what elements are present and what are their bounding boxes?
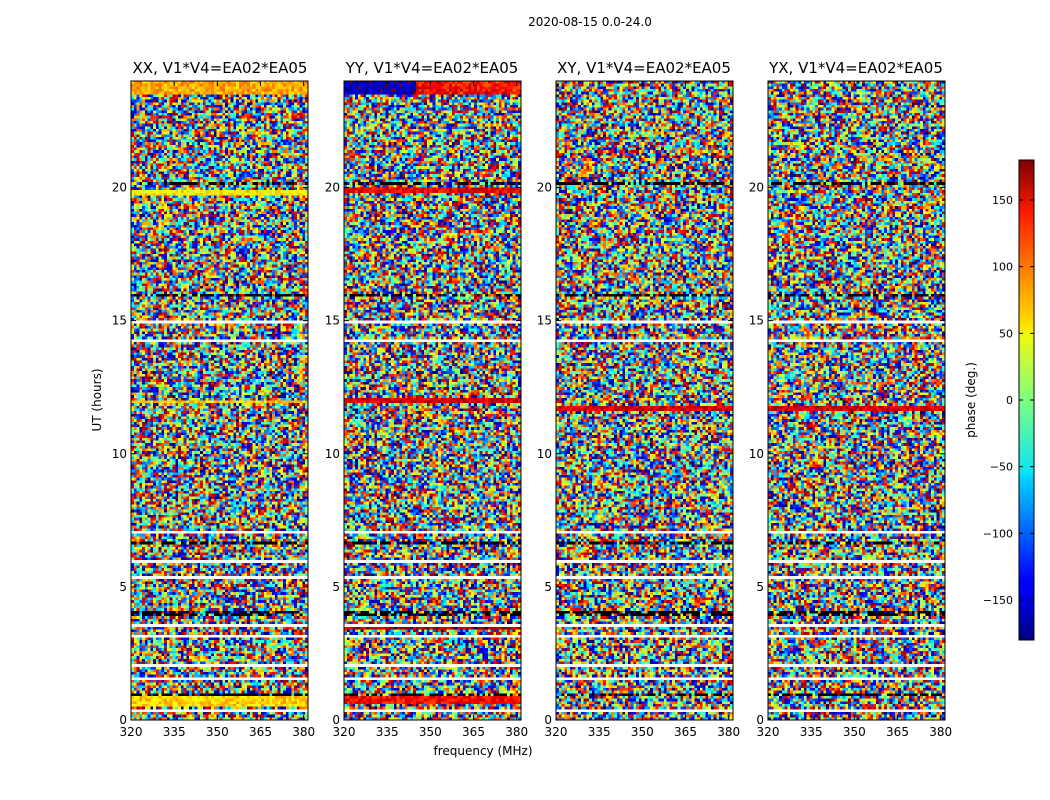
x-tick-label-yx-350: 350: [843, 725, 866, 739]
colorbar-tick-label-0: 150: [992, 194, 1013, 207]
colorbar-tick-label-5: −100: [983, 527, 1013, 540]
panel-frame-yx: [767, 80, 946, 721]
y-tick-label-yx-0: 0: [756, 713, 764, 727]
x-tick-label-xy-350: 350: [631, 725, 654, 739]
colorbar-tick-label-2: 50: [999, 327, 1013, 340]
colorbar-tick-label-4: −50: [990, 461, 1013, 474]
x-tick-label-yy-365: 365: [462, 725, 485, 739]
y-tick-label-yy-10: 10: [325, 447, 340, 461]
y-tick-label-xx-10: 10: [112, 447, 127, 461]
panel-frame-xy: [555, 80, 734, 721]
colorbar: phase (deg.) 150 100 50 0 −50 −100 −150: [964, 159, 1035, 641]
panel-title-xx: XX, V1*V4=EA02*EA05: [133, 59, 308, 77]
x-tick-label-yx-335: 335: [800, 725, 823, 739]
y-tick-label-yx-5: 5: [756, 580, 764, 594]
panel-xx: XX, V1*V4=EA02*EA05 320 335 350 365 380 0 5 10 1…: [112, 59, 315, 739]
heatmap-image-xx: [131, 81, 308, 720]
x-tick-label-xx-320: 320: [120, 725, 143, 739]
panel-frame-yy: [343, 80, 522, 721]
x-tick-label-xy-380: 380: [717, 725, 740, 739]
heatmap-image-xy: [556, 81, 733, 720]
x-tick-label-xx-335: 335: [163, 725, 186, 739]
y-tick-label-yx-20: 20: [749, 181, 764, 195]
y-tick-label-xy-15: 15: [537, 314, 552, 328]
y-tick-label-yx-15: 15: [749, 314, 764, 328]
x-tick-label-yy-380: 380: [505, 725, 528, 739]
y-tick-label-yy-15: 15: [325, 314, 340, 328]
y-tick-label-xy-0: 0: [544, 713, 552, 727]
x-tick-label-xy-320: 320: [545, 725, 568, 739]
x-tick-label-yy-350: 350: [419, 725, 442, 739]
panel-frame-xx: [130, 80, 309, 721]
panel-title-yy: YY, V1*V4=EA02*EA05: [345, 59, 519, 77]
y-tick-label-yy-5: 5: [332, 580, 340, 594]
y-tick-label-xy-10: 10: [537, 447, 552, 461]
x-tick-label-yx-365: 365: [886, 725, 909, 739]
colorbar-tick-label-6: −150: [983, 594, 1013, 607]
colorbar-tick-label-3: 0: [1006, 394, 1013, 407]
panel-yx: YX, V1*V4=EA02*EA05 320 335 350 365 380 0 5 10 1…: [749, 59, 952, 739]
x-tick-label-xx-365: 365: [249, 725, 272, 739]
x-tick-label-yy-335: 335: [376, 725, 399, 739]
y-axis-label: UT (hours): [90, 368, 104, 431]
x-tick-label-yy-320: 320: [333, 725, 356, 739]
x-tick-label-xx-350: 350: [206, 725, 229, 739]
x-tick-label-xy-335: 335: [588, 725, 611, 739]
y-tick-label-yx-10: 10: [749, 447, 764, 461]
colorbar-tick-label-1: 100: [992, 261, 1013, 274]
x-tick-label-yx-320: 320: [757, 725, 780, 739]
heatmap-image-yy: [344, 81, 521, 720]
colorbar-label: phase (deg.): [964, 362, 978, 438]
y-tick-label-xx-15: 15: [112, 314, 127, 328]
y-tick-label-xx-5: 5: [119, 580, 127, 594]
x-axis-label: frequency (MHz): [433, 744, 532, 758]
x-tick-label-xx-380: 380: [292, 725, 315, 739]
y-tick-label-xy-5: 5: [544, 580, 552, 594]
figure-suptitle: 2020-08-15 0.0-24.0: [528, 15, 652, 29]
panel-title-yx: YX, V1*V4=EA02*EA05: [768, 59, 943, 77]
x-tick-label-yx-380: 380: [929, 725, 952, 739]
x-tick-label-xy-365: 365: [674, 725, 697, 739]
panel-yy: YY, V1*V4=EA02*EA05 320 335 350 365 380 0 5 10 1…: [325, 59, 528, 739]
y-tick-label-yy-20: 20: [325, 181, 340, 195]
y-tick-label-xx-20: 20: [112, 181, 127, 195]
panel-xy: XY, V1*V4=EA02*EA05 320 335 350 365 380 0 5 10 1…: [537, 59, 740, 739]
y-tick-label-xy-20: 20: [537, 181, 552, 195]
panel-title-xy: XY, V1*V4=EA02*EA05: [557, 59, 731, 77]
heatmap-image-yx: [768, 81, 945, 720]
y-tick-label-yy-0: 0: [332, 713, 340, 727]
y-tick-label-xx-0: 0: [119, 713, 127, 727]
